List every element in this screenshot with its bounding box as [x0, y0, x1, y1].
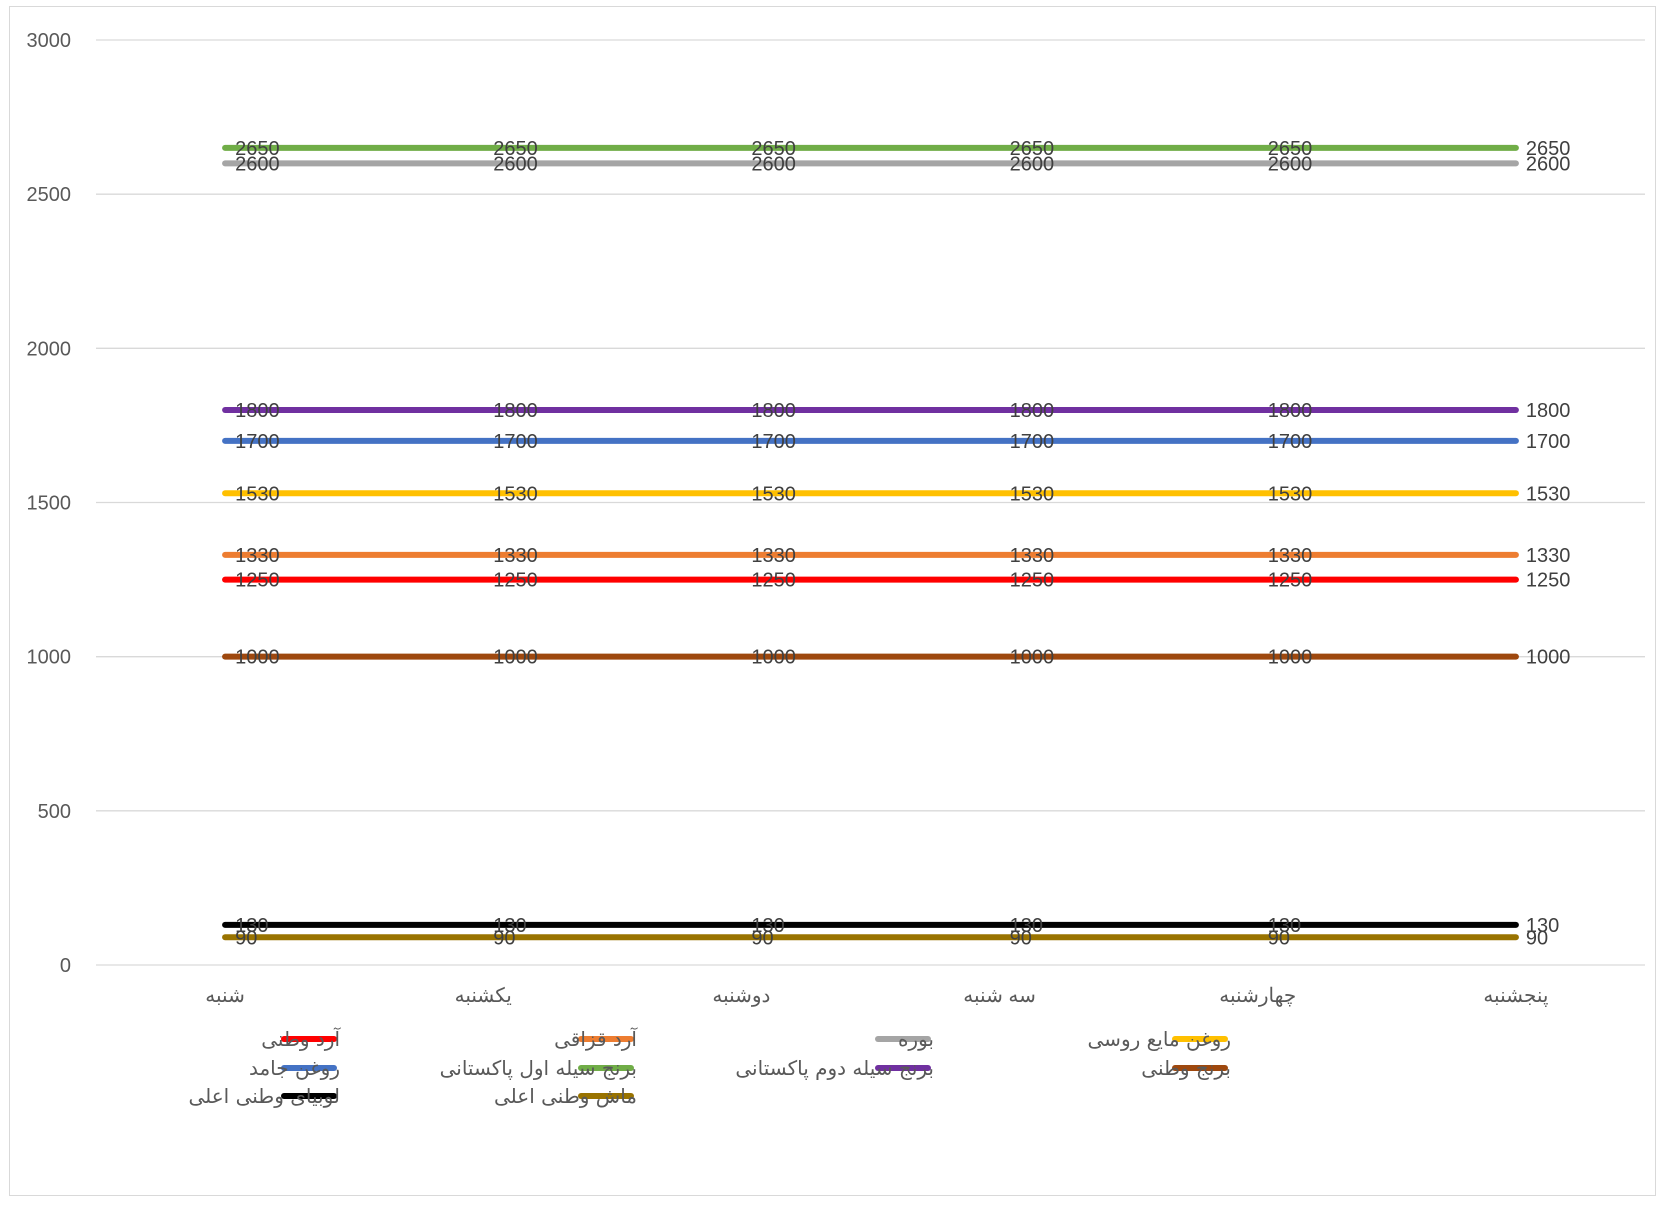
y-tick-label: 0	[60, 955, 71, 977]
data-label: 1250	[235, 570, 279, 592]
y-tick-label: 2000	[27, 338, 72, 360]
data-label: 90	[493, 927, 515, 949]
data-label: 1000	[493, 647, 538, 669]
x-tick-label: شنبه	[205, 985, 245, 1007]
data-label: 90	[1526, 927, 1548, 949]
data-label: 2650	[1268, 138, 1313, 160]
data-label: 130	[493, 915, 526, 937]
series-lines	[222, 144, 1519, 941]
data-label: 1250	[493, 570, 538, 592]
data-label: 1530	[1010, 483, 1054, 505]
data-label: 1330	[493, 545, 538, 567]
data-label: 130	[235, 915, 268, 937]
legend-entry: آرد وطنی	[261, 1026, 341, 1051]
data-label: 2650	[1526, 138, 1571, 160]
data-label: 2600	[751, 153, 796, 175]
legend: آرد وطنی آرد قزاقی بوره روغن مایع روسی روغن …	[188, 1026, 1231, 1108]
legend-entry: برنج سیله اول پاکستانی	[440, 1056, 637, 1081]
data-label: 90	[1268, 927, 1290, 949]
y-tick-label: 1000	[27, 647, 72, 669]
data-label: 1250	[1010, 570, 1054, 592]
data-labels: 1250 1250 1250 1250 1250 1250 1330 1330 1330 1330…	[235, 138, 1570, 949]
legend-entry: ماش وطنی اعلی	[494, 1084, 637, 1108]
data-label: 130	[1526, 915, 1559, 937]
data-label: 1800	[493, 400, 538, 422]
data-label: 1330	[1526, 545, 1571, 567]
data-label: 1700	[1268, 431, 1313, 453]
data-label: 1800	[235, 400, 279, 422]
data-label: 1330	[235, 545, 279, 567]
data-label: 1530	[1526, 483, 1571, 505]
legend-entry: روغن جامد	[249, 1056, 340, 1080]
data-label: 2650	[1010, 138, 1054, 160]
data-label: 130	[1010, 915, 1043, 937]
y-tick-label: 2500	[27, 184, 72, 206]
data-label: 1800	[751, 400, 796, 422]
x-tick-label: دوشنبه	[712, 985, 770, 1007]
data-label: 1330	[1268, 545, 1313, 567]
data-label: 1700	[235, 431, 279, 453]
gridlines	[96, 39, 1645, 966]
data-label: 1250	[1526, 570, 1571, 592]
data-label: 1700	[751, 431, 796, 453]
x-axis: شنبه یکشنبه دوشنبه سه شنبه چهارشنبه پنجشنبه	[205, 985, 1548, 1007]
data-label: 90	[751, 927, 773, 949]
data-label: 130	[751, 915, 784, 937]
data-label: 2600	[493, 153, 538, 175]
data-label: 1800	[1526, 400, 1571, 422]
data-label: 2600	[1526, 153, 1571, 175]
data-label: 1250	[1268, 570, 1313, 592]
data-label: 2650	[235, 138, 279, 160]
data-label: 130	[1268, 915, 1301, 937]
x-tick-label: چهارشنبه	[1219, 985, 1296, 1007]
legend-entry: برنج وطنی	[1141, 1056, 1231, 1080]
y-axis: 0 500 1000 1500 2000 2500 3000	[27, 30, 72, 977]
data-label: 1530	[1268, 483, 1313, 505]
data-label: 2600	[1268, 153, 1313, 175]
x-tick-label: یکشنبه	[455, 985, 512, 1007]
data-label: 1330	[751, 545, 796, 567]
data-label: 1700	[1526, 431, 1571, 453]
data-label: 1530	[493, 483, 538, 505]
data-label: 1530	[751, 483, 796, 505]
data-label: 1000	[1010, 647, 1054, 669]
data-label: 90	[235, 927, 257, 949]
legend-entry: لوبیای وطنی اعلی	[188, 1084, 340, 1108]
x-tick-label: سه شنبه	[963, 985, 1036, 1007]
legend-entry: بوره	[898, 1027, 934, 1051]
x-tick-label: پنجشنبه	[1483, 985, 1548, 1007]
data-label: 90	[1010, 927, 1032, 949]
data-label: 1700	[1010, 431, 1054, 453]
chart-frame	[9, 6, 1656, 1196]
data-label: 1000	[751, 647, 796, 669]
data-label: 1700	[493, 431, 538, 453]
data-label: 1800	[1010, 400, 1054, 422]
y-tick-label: 1500	[27, 493, 72, 515]
legend-entry: برنج سیله دوم پاکستانی	[735, 1056, 934, 1081]
data-label: 1530	[235, 483, 279, 505]
data-label: 2600	[1010, 153, 1054, 175]
data-label: 1000	[1526, 647, 1571, 669]
legend-entry: آرد قزاقی	[554, 1026, 638, 1051]
y-tick-label: 3000	[27, 30, 72, 52]
y-tick-label: 500	[38, 801, 71, 823]
data-label: 2600	[235, 153, 279, 175]
data-label: 2650	[493, 138, 538, 160]
data-label: 1330	[1010, 545, 1054, 567]
data-label: 1800	[1268, 400, 1313, 422]
data-label: 1000	[235, 647, 279, 669]
data-label: 1000	[1268, 647, 1313, 669]
data-label: 2650	[751, 138, 796, 160]
legend-entry: روغن مایع روسی	[1088, 1027, 1231, 1051]
data-label: 1250	[751, 570, 796, 592]
